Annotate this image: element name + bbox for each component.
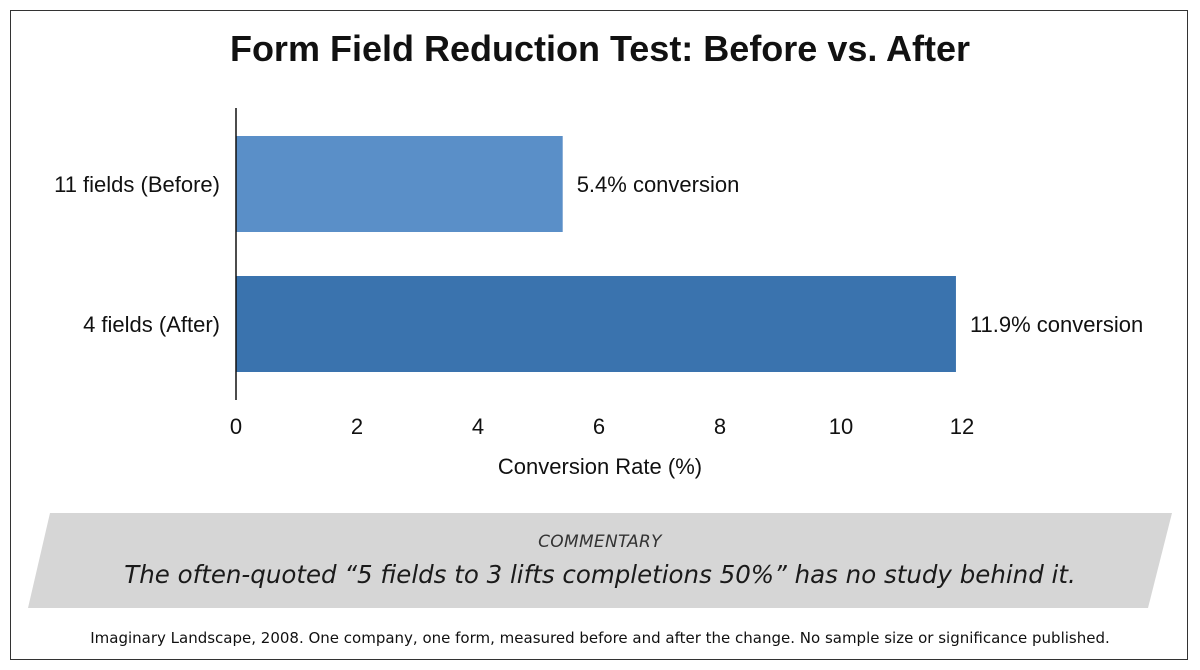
commentary-band bbox=[28, 513, 1172, 608]
data-label-0: 5.4% conversion bbox=[577, 172, 740, 197]
x-tick-label-1: 2 bbox=[351, 414, 363, 439]
x-tick-label-4: 8 bbox=[714, 414, 726, 439]
category-label-0: 11 fields (Before) bbox=[54, 172, 220, 197]
category-label-1: 4 fields (After) bbox=[83, 312, 220, 337]
x-tick-label-2: 4 bbox=[472, 414, 484, 439]
x-tick-label-3: 6 bbox=[593, 414, 605, 439]
bar-1 bbox=[236, 276, 956, 372]
x-tick-labels: 0 2 4 6 8 10 12 bbox=[230, 414, 974, 439]
bar-chart: 11 fields (Before) 5.4% conversion 4 field… bbox=[54, 108, 1143, 479]
x-tick-label-5: 10 bbox=[829, 414, 853, 439]
bar-0 bbox=[236, 136, 563, 232]
commentary-text: The often-quoted “5 fields to 3 lifts co… bbox=[124, 560, 1076, 589]
data-label-1: 11.9% conversion bbox=[970, 312, 1143, 337]
commentary-heading: COMMENTARY bbox=[538, 532, 662, 552]
commentary-band-shape bbox=[28, 513, 1172, 608]
x-tick-label-6: 12 bbox=[950, 414, 974, 439]
bars-layer bbox=[236, 136, 956, 372]
labels-layer: 11 fields (Before) 5.4% conversion 4 field… bbox=[54, 172, 1143, 337]
chart-title: Form Field Reduction Test: Before vs. Af… bbox=[229, 28, 971, 69]
x-axis-label: Conversion Rate (%) bbox=[498, 454, 702, 479]
source-note: Imaginary Landscape, 2008. One company, … bbox=[90, 629, 1110, 647]
x-tick-label-0: 0 bbox=[230, 414, 242, 439]
